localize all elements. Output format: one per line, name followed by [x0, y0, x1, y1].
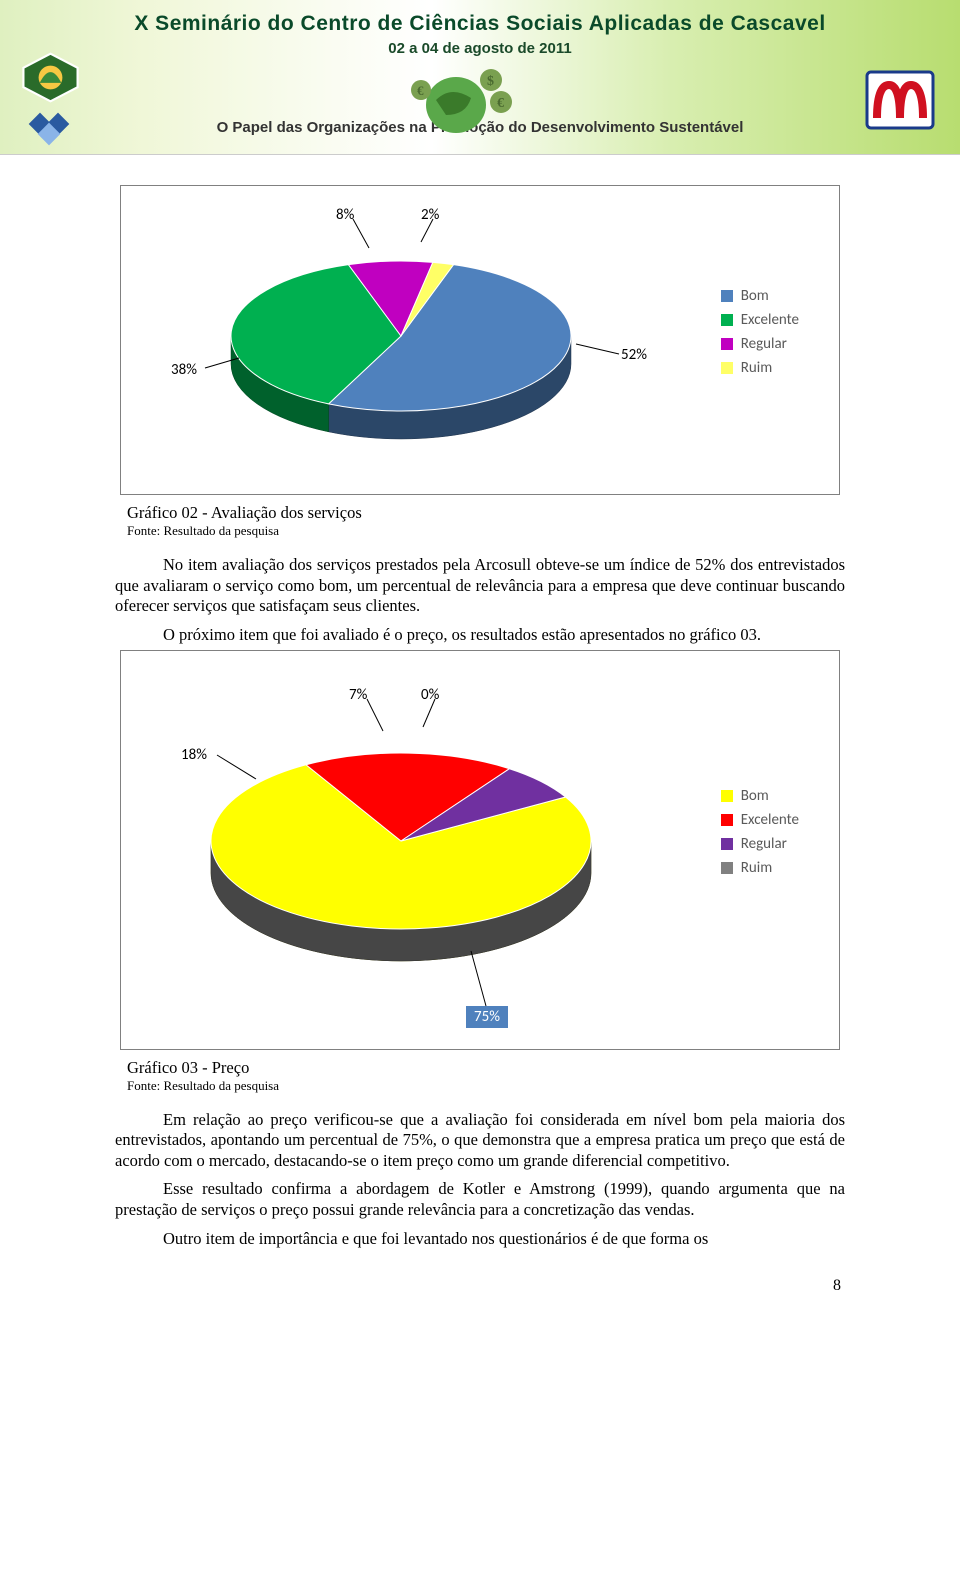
legend-item: Bom: [721, 287, 799, 305]
chart1-fonte: Fonte: Resultado da pesquisa: [127, 523, 845, 539]
legend-item: Bom: [721, 787, 799, 805]
pct-label-box: 75%: [466, 1006, 508, 1028]
legend-label: Bom: [741, 787, 769, 805]
legend-label: Excelente: [741, 811, 799, 829]
legend-label: Ruim: [741, 859, 772, 877]
legend-swatch: [721, 838, 733, 850]
pie-chart-2: [191, 701, 611, 1001]
pct-label: 7%: [349, 686, 367, 704]
legend-label: Regular: [741, 335, 787, 353]
banner-date: 02 a 04 de agosto de 2011: [0, 40, 960, 57]
legend-swatch: [721, 790, 733, 802]
chart-avaliacao-servicos: Bom Excelente Regular Ruim 52% 38% 8% 2%: [120, 185, 840, 495]
paragraph-3: Em relação ao preço verificou-se que a a…: [115, 1110, 845, 1172]
svg-text:€: €: [417, 83, 424, 98]
pct-label: 38%: [171, 361, 197, 379]
banner-title: X Seminário do Centro de Ciências Sociai…: [0, 12, 960, 36]
header-banner: X Seminário do Centro de Ciências Sociai…: [0, 0, 960, 155]
legend-swatch: [721, 290, 733, 302]
chart1-caption: Gráfico 02 - Avaliação dos serviços: [127, 503, 845, 523]
logo-left-icon: [18, 50, 83, 105]
legend-item: Excelente: [721, 311, 799, 329]
logo-right-icon: [865, 70, 935, 130]
pct-label: 52%: [621, 346, 647, 364]
page-number: 8: [115, 1277, 845, 1295]
pct-label: 0%: [421, 686, 439, 704]
legend-label: Ruim: [741, 359, 772, 377]
paragraph-1: No item avaliação dos serviços prestados…: [115, 555, 845, 617]
pct-label: 18%: [181, 746, 207, 764]
legend-item: Regular: [721, 335, 799, 353]
legend-item: Regular: [721, 835, 799, 853]
chart-preco: Bom Excelente Regular Ruim 75% 18% 7% 0%: [120, 650, 840, 1050]
legend-swatch: [721, 862, 733, 874]
legend-label: Regular: [741, 835, 787, 853]
pct-label: 8%: [336, 206, 354, 224]
legend-swatch: [721, 362, 733, 374]
pie-chart-1: [211, 226, 591, 466]
legend-swatch: [721, 314, 733, 326]
paragraph-2: O próximo item que foi avaliado é o preç…: [115, 625, 845, 646]
legend-swatch: [721, 338, 733, 350]
globe-icon: $ € €: [401, 60, 521, 140]
pct-label: 2%: [421, 206, 439, 224]
paragraph-4: Esse resultado confirma a abordagem de K…: [115, 1179, 845, 1220]
chart2-legend: Bom Excelente Regular Ruim: [721, 781, 799, 883]
legend-label: Bom: [741, 287, 769, 305]
paragraph-2-text: O próximo item que foi avaliado é o preç…: [163, 625, 761, 644]
paragraph-5: Outro item de importância e que foi leva…: [115, 1229, 845, 1250]
logo-left2-icon: [24, 108, 74, 148]
legend-item: Excelente: [721, 811, 799, 829]
chart1-legend: Bom Excelente Regular Ruim: [721, 281, 799, 383]
legend-item: Ruim: [721, 359, 799, 377]
legend-swatch: [721, 814, 733, 826]
chart2-caption: Gráfico 03 - Preço: [127, 1058, 845, 1078]
legend-item: Ruim: [721, 859, 799, 877]
legend-label: Excelente: [741, 311, 799, 329]
page-content: Bom Excelente Regular Ruim 52% 38% 8% 2% Gráfi…: [0, 155, 960, 1325]
chart2-fonte: Fonte: Resultado da pesquisa: [127, 1078, 845, 1094]
svg-text:€: €: [497, 96, 504, 111]
svg-text:$: $: [487, 74, 494, 89]
